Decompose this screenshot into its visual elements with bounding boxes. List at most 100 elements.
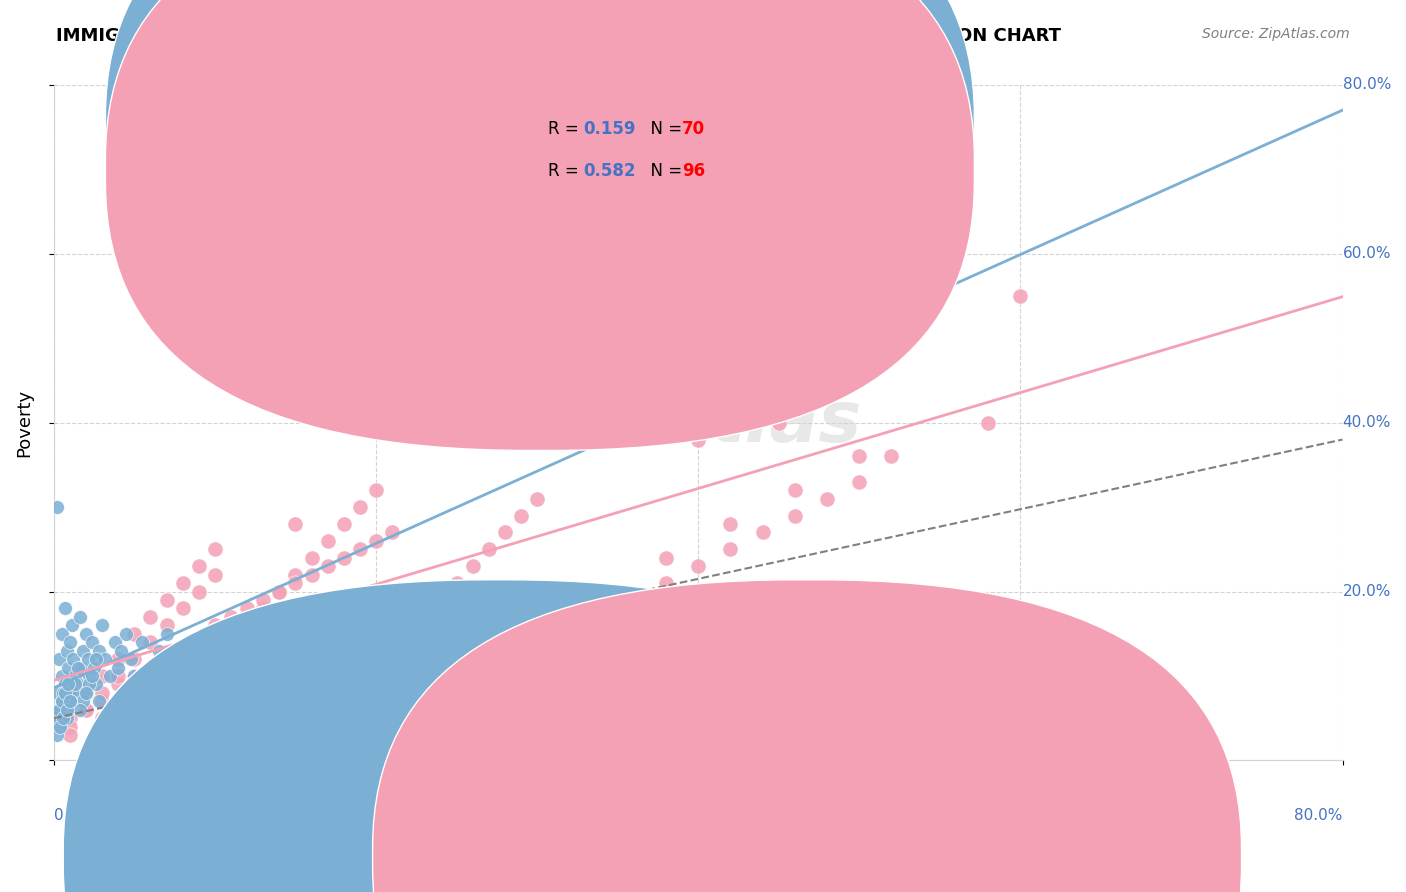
Point: [284, 567, 307, 582]
Point: [655, 576, 678, 591]
Point: [72, 694, 94, 708]
Point: [53, 677, 76, 691]
Point: [155, 652, 177, 666]
Point: [187, 559, 209, 574]
Point: [77, 677, 100, 691]
Point: [269, 584, 291, 599]
Point: [107, 669, 129, 683]
Point: [51, 694, 73, 708]
Point: [364, 652, 387, 666]
Point: [58, 703, 80, 717]
Point: [429, 652, 451, 666]
Point: [236, 601, 259, 615]
Point: [104, 635, 127, 649]
Point: [52, 711, 75, 725]
Point: [155, 618, 177, 632]
Point: [688, 433, 710, 447]
Text: 70: 70: [682, 120, 704, 138]
Point: [219, 635, 242, 649]
Point: [51, 626, 73, 640]
Point: [139, 660, 162, 674]
Point: [73, 686, 96, 700]
Point: [49, 703, 72, 717]
Text: 20.0%: 20.0%: [1343, 584, 1391, 599]
Point: [48, 652, 70, 666]
Point: [94, 652, 117, 666]
Point: [591, 610, 613, 624]
Point: [349, 542, 371, 557]
Point: [396, 626, 419, 640]
Point: [58, 660, 80, 674]
Point: [75, 686, 97, 700]
Point: [333, 516, 356, 531]
Point: [783, 508, 806, 523]
Point: [187, 660, 209, 674]
Point: [1010, 289, 1032, 303]
Point: [526, 280, 548, 294]
Point: [349, 500, 371, 515]
Point: [316, 559, 339, 574]
Point: [461, 635, 484, 649]
Point: [49, 703, 72, 717]
Point: [46, 500, 69, 515]
Point: [59, 728, 82, 742]
Point: [115, 626, 138, 640]
Point: [446, 399, 468, 413]
Point: [69, 703, 91, 717]
Point: [49, 720, 72, 734]
Point: [55, 643, 77, 657]
Point: [98, 669, 121, 683]
Point: [364, 483, 387, 498]
Point: [155, 626, 177, 640]
Point: [815, 491, 838, 506]
Point: [63, 669, 86, 683]
Point: [70, 660, 93, 674]
Point: [87, 643, 110, 657]
Point: [219, 610, 242, 624]
Point: [187, 635, 209, 649]
Point: [59, 694, 82, 708]
Point: [62, 686, 84, 700]
Text: N =: N =: [640, 162, 688, 180]
Point: [91, 694, 114, 708]
Point: [52, 686, 75, 700]
Point: [83, 660, 105, 674]
Point: [53, 601, 76, 615]
Text: ZIPatlas: ZIPatlas: [534, 388, 862, 458]
Point: [172, 643, 194, 657]
Point: [48, 720, 70, 734]
Point: [301, 567, 323, 582]
Point: [155, 677, 177, 691]
Point: [62, 652, 84, 666]
Point: [364, 533, 387, 548]
Point: [91, 618, 114, 632]
Point: [172, 601, 194, 615]
Point: [63, 677, 86, 691]
Text: 96: 96: [682, 162, 704, 180]
Point: [46, 686, 69, 700]
Point: [44, 711, 66, 725]
Point: [718, 542, 741, 557]
Point: [718, 516, 741, 531]
Point: [848, 450, 870, 464]
Text: IMMIGRANTS FROM BELARUS VS IMMIGRANTS FROM EASTERN ASIA POVERTY CORRELATION CHAR: IMMIGRANTS FROM BELARUS VS IMMIGRANTS FR…: [56, 27, 1062, 45]
Point: [316, 533, 339, 548]
Text: Immigrants from Eastern Asia: Immigrants from Eastern Asia: [758, 849, 986, 863]
Point: [558, 584, 581, 599]
Point: [204, 567, 226, 582]
Point: [55, 703, 77, 717]
Point: [75, 703, 97, 717]
Point: [269, 584, 291, 599]
Point: [124, 652, 146, 666]
Point: [107, 677, 129, 691]
Point: [204, 618, 226, 632]
Point: [655, 550, 678, 565]
Point: [783, 483, 806, 498]
Point: [69, 610, 91, 624]
Point: [53, 686, 76, 700]
Point: [66, 660, 89, 674]
Point: [91, 669, 114, 683]
Point: [59, 686, 82, 700]
Point: [139, 635, 162, 649]
Point: [91, 686, 114, 700]
